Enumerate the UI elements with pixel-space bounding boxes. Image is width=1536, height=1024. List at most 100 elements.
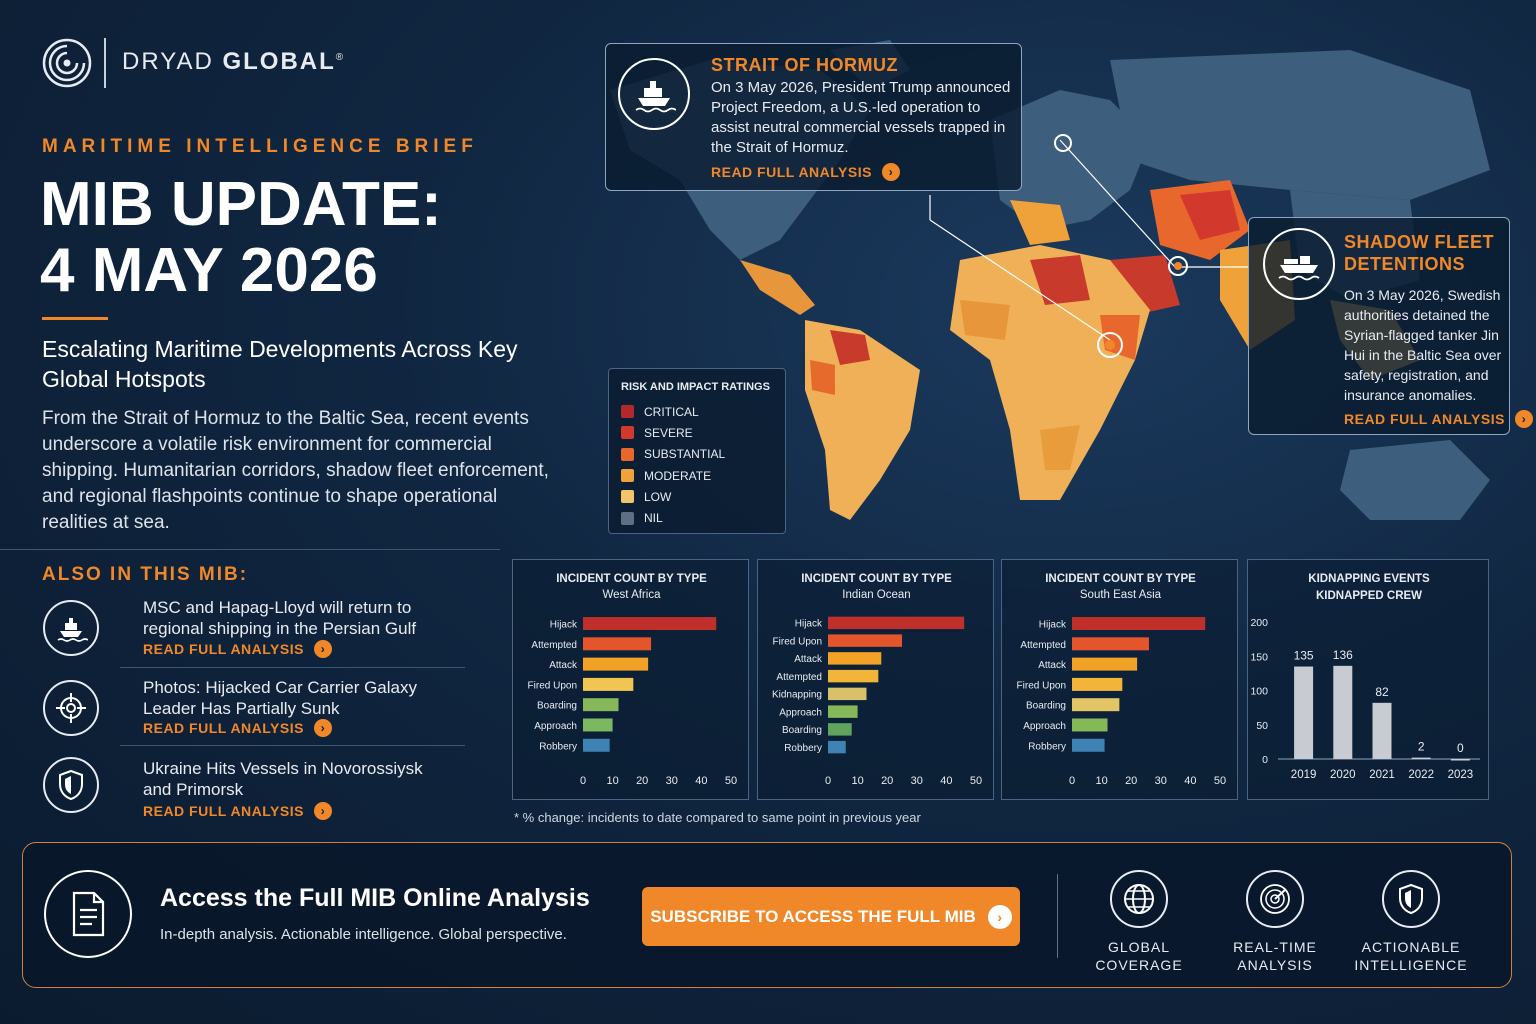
legend-swatch (621, 447, 634, 461)
x-tick-label: 10 (606, 775, 618, 787)
legend-label: MODERATE (644, 468, 712, 483)
data-label: 2 (1418, 740, 1425, 754)
ship-icon (618, 58, 690, 130)
chevron-right-icon: › (313, 719, 332, 737)
shield-icon (1382, 870, 1440, 928)
central-america (740, 260, 815, 315)
marker-red-sea[interactable] (1097, 332, 1123, 358)
bar-attack (583, 657, 649, 671)
chart-kidnapping: KIDNAPPING EVENTS KIDNAPPED CREW 0 50 100 150… (1247, 559, 1489, 800)
subscribe-button-label: SUBSCRIBE TO ACCESS THE FULL MIB (650, 906, 976, 926)
shield-icon (43, 757, 99, 813)
brand-name-bold: GLOBAL (222, 48, 336, 75)
bar-attempted (1072, 637, 1149, 651)
risk-legend: RISK AND IMPACT RATINGS CRITICAL SEVERE SU… (608, 368, 786, 534)
link-label: READ FULL ANALYSIS (143, 720, 304, 736)
read-analysis-link[interactable]: READ FULL ANALYSIS › (143, 640, 332, 658)
category-label: Fired Upon (1017, 680, 1066, 691)
chart-subtitle: KIDNAPPED CREW (1316, 590, 1422, 602)
category-label: Robbery (539, 741, 577, 752)
feature-label: ACTIONABLE INTELLIGENCE (1354, 938, 1467, 974)
venezuela (830, 330, 870, 365)
legend-item-severe: SEVERE (621, 422, 773, 443)
hormuz-connector-line (929, 219, 1111, 341)
section-divider (0, 549, 500, 550)
legend-label: LOW (644, 489, 672, 504)
feature-label-line1: ACTIONABLE (1361, 939, 1461, 955)
marker-hormuz[interactable] (1168, 256, 1188, 276)
legend-swatch (621, 469, 634, 483)
southern-europe (1010, 200, 1070, 245)
bar-attempted (828, 669, 879, 683)
chevron-right-icon: › (313, 802, 332, 820)
x-tick-label: 50 (970, 775, 982, 787)
link-label: READ FULL ANALYSIS (711, 164, 872, 180)
x-tick-label: 20 (881, 775, 893, 787)
callout-title: STRAIT OF HORMUZ (711, 55, 898, 75)
chart-footnote: * % change: incidents to date compared t… (514, 810, 921, 825)
chevron-right-icon: › (1514, 410, 1533, 428)
southern-africa (1040, 425, 1080, 470)
feature-label: GLOBAL COVERAGE (1095, 938, 1182, 974)
x-tick-label: 2019 (1291, 769, 1317, 781)
chart-indian-ocean: INCIDENT COUNT BY TYPE Indian Ocean Hijack… (757, 559, 994, 800)
bar-approach (583, 718, 613, 732)
category-label: Approach (1023, 721, 1066, 732)
read-analysis-link[interactable]: READ FULL ANALYSIS › (1344, 410, 1533, 428)
subscribe-button[interactable]: SUBSCRIBE TO ACCESS THE FULL MIB › (642, 887, 1020, 946)
title-line-1: MIB UPDATE: (40, 170, 442, 239)
x-tick-label: 20 (636, 775, 648, 787)
callout-body: On 3 May 2026, Swedish authorities detai… (1344, 287, 1502, 403)
feature-label-line2: INTELLIGENCE (1354, 957, 1468, 973)
accent-line (42, 317, 108, 320)
libya-region (1030, 255, 1090, 305)
bar-approach (828, 705, 858, 718)
read-analysis-link[interactable]: READ FULL ANALYSIS › (143, 802, 332, 820)
chevron-right-icon: › (313, 640, 332, 658)
bar-robbery (828, 740, 846, 754)
x-tick-label: 50 (725, 775, 737, 787)
chart-title: KIDNAPPING EVENTS (1308, 573, 1430, 585)
also-item-text: Photos: Hijacked Car Carrier Galaxy Lead… (143, 678, 417, 718)
marker-baltic[interactable] (1054, 134, 1072, 152)
category-label: Attack (549, 660, 578, 671)
bar-boarding (828, 723, 852, 736)
y-tick-label: 200 (1250, 617, 1268, 629)
feature-label-line2: ANALYSIS (1237, 957, 1313, 973)
category-label: Boarding (1026, 701, 1066, 712)
item-divider (120, 667, 465, 668)
bar-kidnapping (828, 687, 867, 701)
globe-icon (1110, 870, 1168, 928)
chevron-right-icon: › (881, 163, 900, 181)
data-label: 0 (1457, 741, 1464, 755)
y-tick-label: 100 (1250, 686, 1268, 698)
bar-hijack (1072, 617, 1206, 631)
title-line-2: 4 MAY 2026 (40, 236, 378, 305)
colombia (810, 360, 835, 395)
brand-name[interactable]: DRYAD GLOBAL® (122, 48, 345, 76)
bar-attempted (583, 637, 652, 651)
document-icon (44, 870, 132, 958)
footer-divider (1057, 874, 1058, 958)
legend-title: RISK AND IMPACT RATINGS (621, 381, 770, 393)
x-tick-label: 2020 (1330, 769, 1356, 781)
read-analysis-link[interactable]: READ FULL ANALYSIS › (711, 163, 900, 181)
dryad-logo-icon[interactable] (42, 38, 92, 88)
read-analysis-link[interactable]: READ FULL ANALYSIS › (143, 719, 332, 737)
chart-subtitle: Indian Ocean (842, 589, 910, 601)
category-label: Fired Upon (773, 636, 822, 647)
shadow-fleet-callout: SHADOW FLEET DETENTIONS On 3 May 2026, S… (1248, 217, 1533, 435)
baltic-connector (1059, 139, 1176, 268)
category-label: Robbery (1028, 741, 1066, 752)
legend-swatch (621, 426, 634, 440)
also-item-text: MSC and Hapag-Lloyd will return to regio… (143, 598, 417, 638)
chevron-right-icon: › (987, 904, 1012, 929)
x-tick-label: 0 (825, 775, 831, 787)
callout-body: On 3 May 2026, President Trump announced… (711, 79, 1011, 156)
feature-label: REAL-TIME ANALYSIS (1233, 938, 1317, 974)
bar-hijack (583, 617, 717, 631)
radar-icon (1246, 870, 1304, 928)
item-divider (120, 745, 465, 746)
chart-title: INCIDENT COUNT BY TYPE (801, 573, 952, 585)
also-item-text: Ukraine Hits Vessels in Novorossiysk and… (143, 759, 423, 799)
